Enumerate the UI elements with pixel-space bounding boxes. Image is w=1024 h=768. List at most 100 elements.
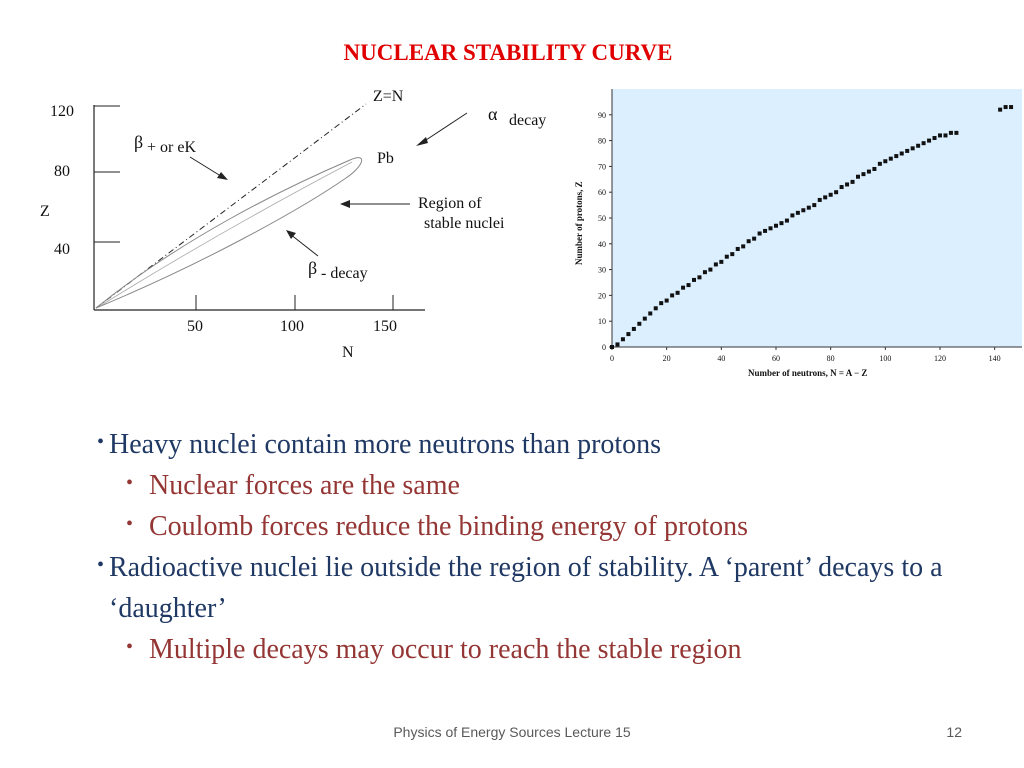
stable-nuclei-inner-curve bbox=[99, 161, 353, 307]
stable-nucleus-point bbox=[866, 169, 871, 174]
bullet-text: Coulomb forces reduce the binding energy… bbox=[149, 511, 749, 542]
chart-x-tick-label: 0 bbox=[610, 354, 614, 363]
stable-nucleus-point bbox=[806, 205, 811, 210]
bullet-marker: • bbox=[97, 554, 105, 576]
bullet-item: • Radioactive nuclei lie outside the regi… bbox=[97, 547, 997, 629]
beta-minus-arrow bbox=[289, 233, 319, 257]
beta-plus-arrow bbox=[189, 156, 225, 179]
stable-nucleus-point bbox=[692, 277, 696, 282]
stable-nucleus-point bbox=[916, 143, 921, 148]
stable-nucleus-point bbox=[823, 195, 828, 200]
stable-nucleus-point bbox=[888, 156, 893, 161]
bullet-marker: • bbox=[126, 472, 134, 494]
stable-nucleus-point bbox=[763, 228, 768, 233]
stable-nucleus-point bbox=[686, 283, 691, 288]
stable-nucleus-point bbox=[845, 182, 850, 187]
stable-nucleus-point bbox=[626, 332, 631, 337]
chart-x-tick-label: 120 bbox=[934, 354, 946, 363]
stable-nucleus-point bbox=[948, 130, 953, 135]
stable-nucleus-point bbox=[921, 141, 926, 146]
stable-nucleus-point bbox=[899, 151, 904, 156]
bullet-list: • Heavy nuclei contain more neutrons than… bbox=[97, 424, 997, 670]
alpha-symbol: α bbox=[488, 104, 498, 124]
stable-nucleus-point bbox=[856, 174, 860, 179]
stable-nucleus-point bbox=[801, 208, 806, 213]
sub-bullet-item: • Multiple decays may occur to reach the … bbox=[97, 629, 997, 670]
stable-nucleus-point bbox=[998, 107, 1003, 112]
beta-plus-arrowhead bbox=[217, 172, 228, 180]
bullet-marker: • bbox=[126, 636, 134, 658]
stable-nucleus-point bbox=[1003, 105, 1008, 110]
slide-title: NUCLEAR STABILITY CURVE bbox=[343, 40, 673, 65]
pb-label: Pb bbox=[377, 150, 394, 167]
page-number: 12 bbox=[946, 724, 962, 740]
chart-x-tick-label: 60 bbox=[772, 354, 780, 363]
stability-sketch-diagram: 120 80 40 Z 50 100 150 N Z=N Pb α decay … bbox=[40, 88, 546, 361]
stable-nucleus-point bbox=[713, 262, 718, 267]
sub-bullet-item: • Nuclear forces are the same bbox=[97, 465, 997, 506]
stable-nucleus-point bbox=[757, 231, 762, 236]
region-label-line2: stable nuclei bbox=[424, 215, 505, 232]
chart-x-tick-label: 20 bbox=[663, 354, 671, 363]
beta-minus-label: - decay bbox=[321, 265, 368, 282]
y-axis-label: Z bbox=[40, 203, 50, 220]
stable-nucleus-point bbox=[620, 337, 625, 342]
stable-nucleus-point bbox=[659, 301, 664, 306]
alpha-arrowhead bbox=[416, 137, 428, 146]
stable-nucleus-point bbox=[746, 239, 751, 244]
stable-nucleus-point bbox=[932, 136, 937, 141]
stable-nucleus-point bbox=[861, 172, 866, 177]
stable-nucleus-point bbox=[615, 342, 620, 347]
stable-nucleus-point bbox=[784, 218, 789, 223]
chart-y-axis-label: Number of protons, Z bbox=[574, 181, 584, 265]
bullet-text: Radioactive nuclei lie outside the regio… bbox=[109, 552, 943, 624]
chart-x-tick-label: 80 bbox=[827, 354, 835, 363]
stable-nucleus-point bbox=[675, 290, 680, 295]
x-tick-label-50: 50 bbox=[187, 318, 203, 335]
stability-scatter-chart: 0 10 20 30 40 50 60 70 80 90 0 20 40 60 80 100 120 140 N… bbox=[574, 89, 1022, 378]
stable-nucleus-point bbox=[817, 197, 822, 202]
stable-nucleus-point bbox=[724, 254, 729, 259]
chart-y-tick-label: 0 bbox=[602, 343, 606, 352]
bullet-marker: • bbox=[126, 513, 134, 535]
stable-nucleus-point bbox=[828, 192, 833, 197]
stable-nucleus-point bbox=[681, 285, 686, 290]
chart-x-axis-label: Number of neutrons, N = A − Z bbox=[748, 368, 867, 378]
alpha-arrow bbox=[419, 112, 468, 145]
stable-nucleus-point bbox=[719, 259, 724, 264]
y-tick-label-40: 40 bbox=[54, 241, 70, 258]
bullet-marker: • bbox=[97, 431, 105, 453]
stable-nucleus-point bbox=[774, 223, 778, 228]
stable-nucleus-point bbox=[795, 210, 800, 215]
slide-footer: Physics of Energy Sources Lecture 15 bbox=[393, 724, 631, 740]
stable-nucleus-point bbox=[850, 179, 855, 184]
stable-nucleus-point bbox=[954, 130, 959, 135]
y-tick-label-80: 80 bbox=[54, 163, 70, 180]
stable-nucleus-point bbox=[642, 316, 647, 321]
stable-nucleus-point bbox=[1009, 105, 1014, 110]
stable-nucleus-point bbox=[730, 252, 735, 257]
bullet-text: Heavy nuclei contain more neutrons than … bbox=[109, 429, 662, 460]
beta-plus-label: + or eK bbox=[147, 139, 196, 156]
stable-nucleus-point bbox=[637, 321, 642, 326]
beta-minus-arrowhead bbox=[286, 230, 296, 239]
stable-nucleus-point bbox=[790, 213, 795, 218]
stable-nucleus-point bbox=[839, 185, 844, 190]
chart-y-tick-label: 60 bbox=[598, 188, 606, 197]
stable-nucleus-point bbox=[877, 161, 882, 166]
region-arrowhead bbox=[340, 200, 350, 208]
stable-nucleus-point bbox=[653, 306, 658, 311]
chart-y-tick-label: 40 bbox=[598, 240, 606, 249]
chart-y-tick-label: 20 bbox=[598, 291, 606, 300]
x-tick-label-100: 100 bbox=[280, 318, 304, 335]
stable-nucleus-point bbox=[894, 154, 899, 159]
stable-nucleus-point bbox=[872, 166, 877, 171]
stable-nucleus-point bbox=[779, 221, 784, 226]
stable-nucleus-point bbox=[752, 236, 757, 241]
chart-y-tick-label: 10 bbox=[598, 317, 606, 326]
x-axis-label: N bbox=[342, 344, 354, 361]
stable-nucleus-point bbox=[943, 133, 948, 138]
region-label-line1: Region of bbox=[418, 195, 482, 212]
stable-nucleus-point bbox=[883, 159, 888, 164]
stable-nucleus-point bbox=[910, 146, 915, 151]
